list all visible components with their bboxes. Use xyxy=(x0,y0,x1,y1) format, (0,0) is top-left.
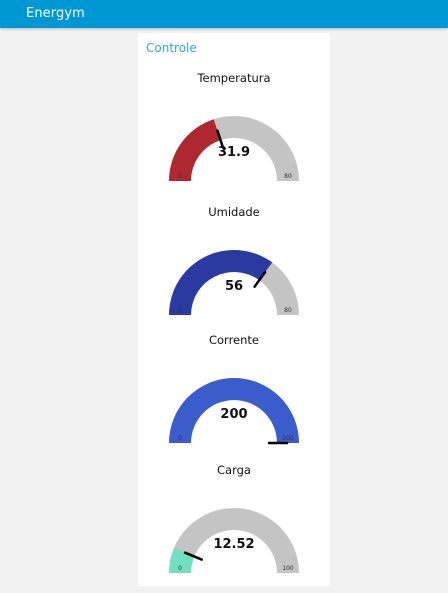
gauge-temperatura: Temperatura 31.9 0 80 xyxy=(138,71,330,199)
gauge-value: 31.9 xyxy=(217,145,251,160)
app-title: Energym xyxy=(26,6,85,21)
gauge-title: Corrente xyxy=(208,333,259,347)
gauge-needle xyxy=(253,270,267,288)
group-title: Controle xyxy=(146,41,197,55)
gauge-dial xyxy=(169,378,299,445)
gauge-corrente: Corrente 200 0 200 xyxy=(138,333,330,461)
gauge-fill xyxy=(169,119,221,181)
gauge-dial xyxy=(169,116,299,181)
gauge-fill xyxy=(169,378,299,443)
gauge-fill xyxy=(169,249,273,315)
gauge-max-label: 80 xyxy=(284,173,292,180)
gauge-umidade: Umidade 56 0 80 xyxy=(138,205,330,333)
gauge-min-label: 0 xyxy=(178,565,182,572)
dashboard-group: Controle Temperatura 31.9 0 80 Umidade 5… xyxy=(138,33,330,586)
gauge-title: Carga xyxy=(217,463,251,477)
gauge-value: 12.52 xyxy=(213,537,255,552)
gauge-value: 56 xyxy=(224,279,244,294)
gauge-value: 200 xyxy=(220,407,248,422)
gauge-title: Umidade xyxy=(208,205,260,219)
gauge-dial xyxy=(169,508,299,573)
gauge-min-label: 0 xyxy=(178,435,182,442)
gauge-needle xyxy=(216,129,225,150)
gauge-track xyxy=(169,508,299,573)
gauge-title: Temperatura xyxy=(197,71,271,85)
gauge-max-label: 200 xyxy=(282,435,294,442)
gauge-min-label: 0 xyxy=(178,173,182,180)
gauge-max-label: 80 xyxy=(284,307,292,314)
gauge-needle xyxy=(183,551,203,561)
gauge-max-label: 100 xyxy=(282,565,294,572)
top-toolbar: Energym xyxy=(0,0,448,28)
gauge-min-label: 0 xyxy=(178,307,182,314)
gauge-dial xyxy=(169,249,299,315)
gauge-carga: Carga 12.52 0 100 xyxy=(138,463,330,591)
